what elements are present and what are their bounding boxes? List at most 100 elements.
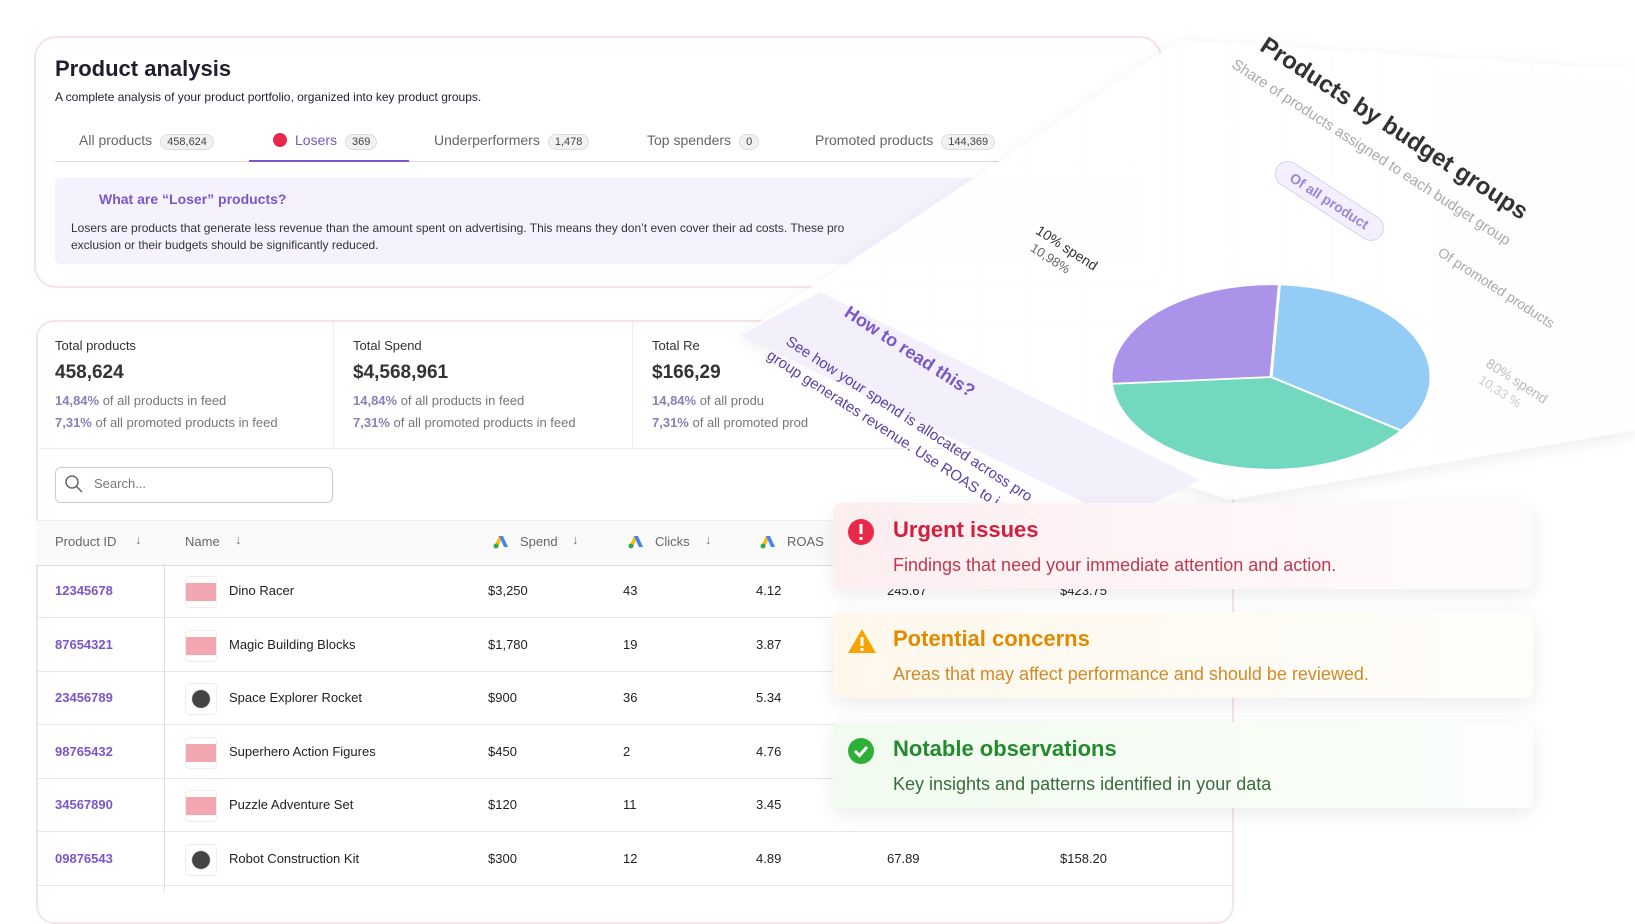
info-line: Losers are products that generate less r… xyxy=(71,221,845,235)
tab[interactable]: All products 458,624 xyxy=(79,132,214,150)
cell: 4.89 xyxy=(756,851,782,866)
cell: $300 xyxy=(488,851,517,866)
title: Product analysis xyxy=(55,56,232,81)
thumbnail xyxy=(185,683,217,716)
stat-pct: 7,31% xyxy=(55,415,92,430)
stat-text: of all products in feed xyxy=(99,393,227,408)
alert-dot xyxy=(273,133,287,147)
stat-label: Total products xyxy=(55,338,136,353)
cell: 4.12 xyxy=(756,583,782,598)
column-header: Spend xyxy=(520,534,558,549)
alert-text: Areas that may affect performance and sh… xyxy=(893,664,1369,684)
stat-value: $4,568,961 xyxy=(353,362,449,383)
sort-icon: ↓ xyxy=(572,532,579,547)
cell: $1,780 xyxy=(488,636,528,652)
cell: Dino Racer xyxy=(229,583,295,598)
tab[interactable]: Top spenders 0 xyxy=(647,132,760,150)
product-id[interactable]: 98765432 xyxy=(55,743,113,759)
divider xyxy=(333,322,334,448)
alert-title: Potential concerns xyxy=(893,626,1090,651)
thumbnail xyxy=(185,844,217,876)
thumbnail xyxy=(185,736,217,769)
product-id[interactable]: 87654321 xyxy=(55,636,113,652)
column-header: ROAS xyxy=(787,534,824,549)
alert-card: Urgent issues Findings that need your imm… xyxy=(833,503,1533,589)
cell: 12 xyxy=(623,851,638,866)
alert-text: Findings that need your immediate attent… xyxy=(893,555,1337,575)
sort-icon: ↓ xyxy=(235,532,242,547)
tab[interactable]: Losers 369 xyxy=(273,132,378,150)
cell: Superhero Action Figures xyxy=(229,743,376,759)
tab-rule xyxy=(55,161,1145,162)
column-rule xyxy=(164,564,165,891)
sort-icon: ↓ xyxy=(705,532,712,547)
cell: Space Explorer Rocket xyxy=(229,690,362,706)
cell: $120 xyxy=(488,797,517,813)
product-id[interactable]: 09876543 xyxy=(55,851,113,866)
tab-label: Promoted products xyxy=(815,132,934,148)
ads-icon xyxy=(759,533,777,554)
cell: 36 xyxy=(623,690,638,706)
alert-icon xyxy=(847,518,875,551)
divider xyxy=(632,322,633,448)
tab[interactable]: Promoted products 144,369 xyxy=(815,132,996,150)
stat-value: $166,29 xyxy=(652,362,721,383)
pie-slice xyxy=(1109,376,1404,471)
tab-count: 144,369 xyxy=(941,134,996,150)
tab-count: 369 xyxy=(345,134,378,150)
cell: $158.20 xyxy=(1060,851,1107,866)
sort-icon: ↓ xyxy=(135,532,142,547)
cell: Magic Building Blocks xyxy=(229,636,356,652)
stat-line: 14,84% of all produ xyxy=(652,393,764,408)
stat-line: 14,84% of all products in feed xyxy=(55,393,226,408)
thumbnail xyxy=(185,629,217,662)
product-id[interactable]: 12345678 xyxy=(55,583,113,598)
search-placeholder: Search... xyxy=(94,476,147,491)
stat-pct: 7,31% xyxy=(652,415,689,430)
stat-text: of all products in feed xyxy=(397,393,525,408)
column-header: Product ID xyxy=(55,534,117,549)
stat-value: 458,624 xyxy=(55,362,124,383)
info-title: What are “Loser” products? xyxy=(99,191,287,207)
product-id[interactable]: 34567890 xyxy=(55,797,113,813)
cell: 3.45 xyxy=(756,797,782,813)
thumbnail xyxy=(185,576,217,608)
product-id[interactable]: 23456789 xyxy=(55,690,113,706)
column-header: Name xyxy=(185,534,220,549)
budget-panel xyxy=(740,40,1635,520)
stat-text: of all promoted products in feed xyxy=(389,415,576,430)
cell: 3.87 xyxy=(756,636,782,652)
cell: 5.34 xyxy=(756,690,782,706)
tab-count: 458,624 xyxy=(160,134,214,150)
alert-title: Urgent issues xyxy=(893,517,1039,542)
row-rule xyxy=(36,617,1232,618)
page: Product analysis A complete analysis of … xyxy=(34,32,1635,924)
tab-label: Top spenders xyxy=(647,132,732,148)
row-rule xyxy=(36,777,1232,779)
cell: 4.76 xyxy=(756,743,782,759)
alert-title: Notable observations xyxy=(893,736,1117,761)
subtitle: A complete analysis of your product port… xyxy=(55,90,482,104)
cell: 19 xyxy=(623,636,638,652)
tab-label: Underperformers xyxy=(434,132,540,148)
stat-label: Total Spend xyxy=(353,338,422,353)
ads-icon xyxy=(492,533,510,554)
tab[interactable]: Underperformers 1,478 xyxy=(434,132,590,150)
cell: $450 xyxy=(488,743,517,759)
pie-slice xyxy=(1109,283,1281,385)
stat-text: of all promoted products in feed xyxy=(91,415,278,430)
info-line: exclusion or their budgets should be sig… xyxy=(71,238,379,252)
stat-pct: 7,31% xyxy=(353,415,390,430)
tab-label: Losers xyxy=(295,132,338,148)
search-box[interactable] xyxy=(55,467,333,503)
stat-text: of all promoted prod xyxy=(688,415,809,430)
stat-pct: 14,84% xyxy=(353,393,398,408)
column-header: Clicks xyxy=(655,534,690,549)
alert-icon xyxy=(847,627,877,660)
stat-line: 14,84% of all products in feed xyxy=(353,393,524,408)
cell: 67.89 xyxy=(887,851,920,866)
row-rule xyxy=(36,831,1232,833)
cell: 43 xyxy=(623,583,638,598)
alert-card: Notable observations Key insights and pat… xyxy=(833,722,1533,808)
pie-slice xyxy=(1269,283,1433,432)
